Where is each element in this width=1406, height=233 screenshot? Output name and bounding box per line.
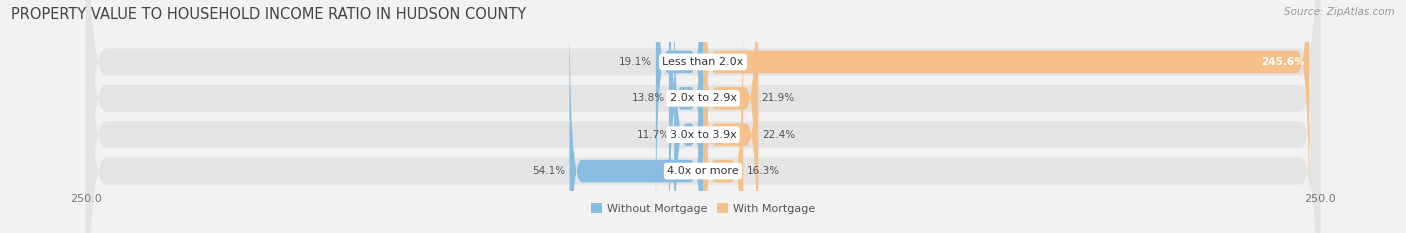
FancyBboxPatch shape bbox=[703, 0, 1309, 233]
Text: 21.9%: 21.9% bbox=[761, 93, 794, 103]
FancyBboxPatch shape bbox=[86, 0, 1320, 233]
FancyBboxPatch shape bbox=[655, 0, 703, 233]
FancyBboxPatch shape bbox=[86, 0, 1320, 233]
Legend: Without Mortgage, With Mortgage: Without Mortgage, With Mortgage bbox=[586, 199, 820, 218]
Text: 4.0x or more: 4.0x or more bbox=[668, 166, 738, 176]
Text: 3.0x to 3.9x: 3.0x to 3.9x bbox=[669, 130, 737, 140]
FancyBboxPatch shape bbox=[703, 0, 758, 233]
Text: 245.6%: 245.6% bbox=[1261, 57, 1305, 67]
Text: 11.7%: 11.7% bbox=[637, 130, 671, 140]
Text: 22.4%: 22.4% bbox=[762, 130, 796, 140]
Text: PROPERTY VALUE TO HOUSEHOLD INCOME RATIO IN HUDSON COUNTY: PROPERTY VALUE TO HOUSEHOLD INCOME RATIO… bbox=[11, 7, 526, 22]
Text: 54.1%: 54.1% bbox=[533, 166, 565, 176]
Text: Source: ZipAtlas.com: Source: ZipAtlas.com bbox=[1284, 7, 1395, 17]
Text: 16.3%: 16.3% bbox=[747, 166, 780, 176]
FancyBboxPatch shape bbox=[569, 0, 703, 233]
Text: 2.0x to 2.9x: 2.0x to 2.9x bbox=[669, 93, 737, 103]
FancyBboxPatch shape bbox=[673, 0, 703, 233]
Text: 13.8%: 13.8% bbox=[633, 93, 665, 103]
FancyBboxPatch shape bbox=[703, 0, 744, 233]
Text: Less than 2.0x: Less than 2.0x bbox=[662, 57, 744, 67]
FancyBboxPatch shape bbox=[86, 0, 1320, 233]
FancyBboxPatch shape bbox=[669, 0, 703, 233]
FancyBboxPatch shape bbox=[86, 0, 1320, 233]
Text: 19.1%: 19.1% bbox=[619, 57, 652, 67]
FancyBboxPatch shape bbox=[703, 0, 756, 233]
